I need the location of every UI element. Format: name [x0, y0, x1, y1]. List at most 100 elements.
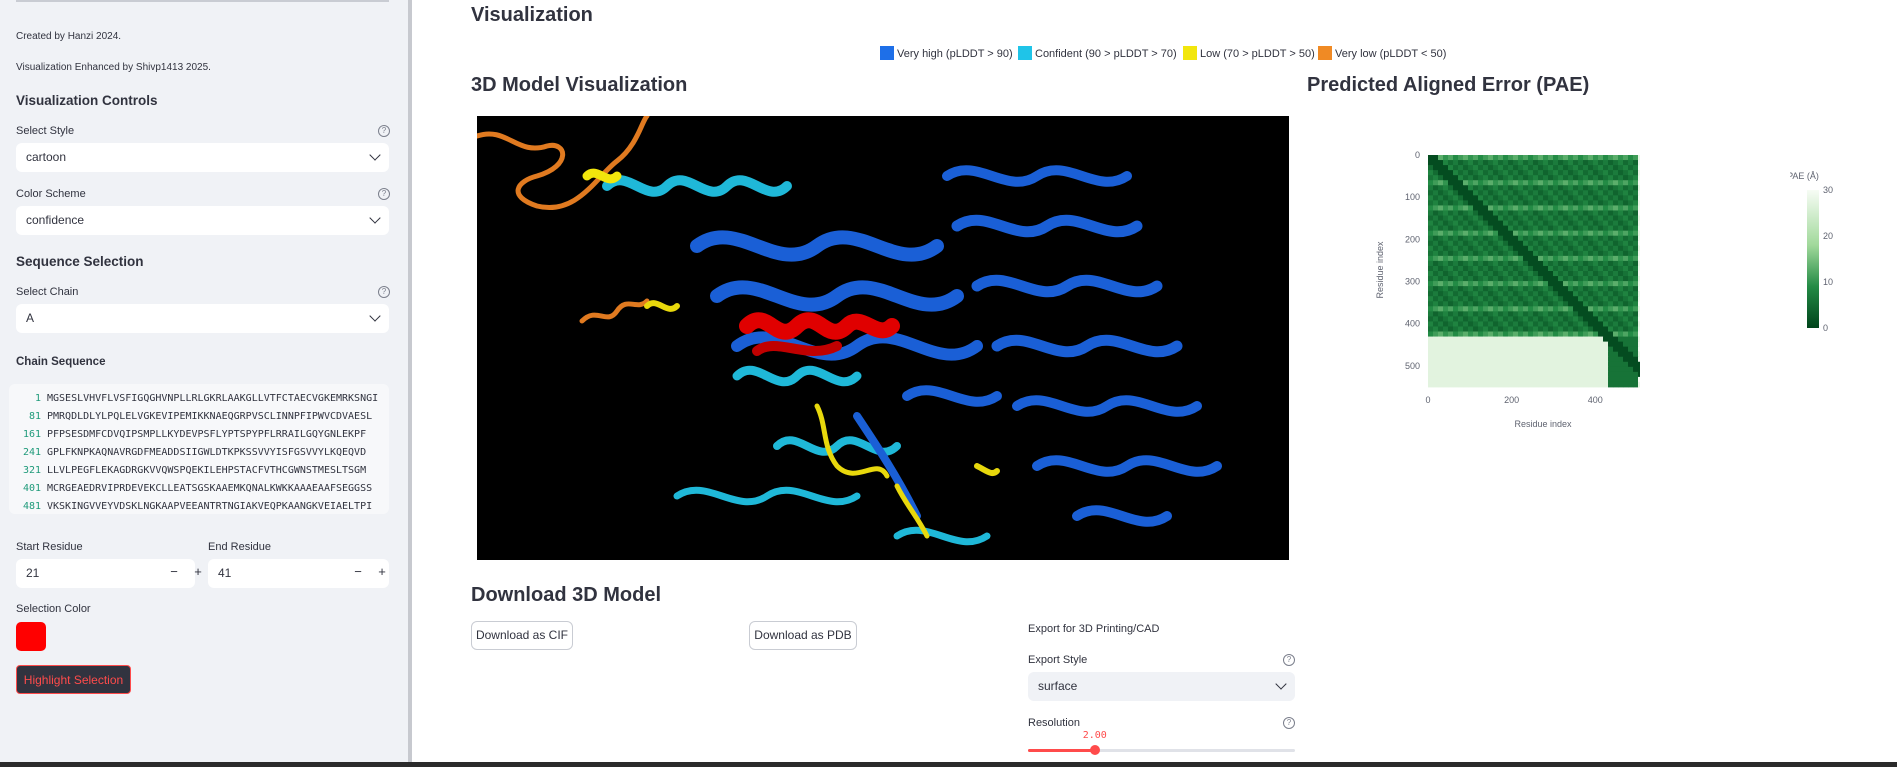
- heatmap-cell: [1563, 225, 1569, 232]
- heatmap-cell: [1588, 271, 1594, 277]
- heatmap-cell: [1493, 200, 1499, 206]
- heatmap-cell: [1533, 346, 1539, 353]
- heatmap-cell: [1578, 230, 1584, 237]
- heatmap-cell: [1433, 346, 1439, 353]
- heatmap-cell: [1433, 200, 1439, 206]
- heatmap-cell: [1608, 190, 1614, 196]
- heatmap-cell: [1428, 170, 1434, 176]
- heatmap-cell: [1578, 271, 1584, 277]
- heatmap-cell: [1543, 190, 1549, 196]
- start-residue-input[interactable]: 21 − +: [16, 559, 202, 588]
- heatmap-cell: [1568, 361, 1574, 368]
- heatmap-cell: [1613, 301, 1619, 307]
- heatmap-cell: [1518, 155, 1524, 161]
- increment-button[interactable]: +: [378, 564, 386, 579]
- heatmap-cell: [1503, 155, 1509, 161]
- heatmap-cell: [1543, 170, 1549, 176]
- heatmap-cell: [1468, 155, 1474, 161]
- heatmap-cell: [1628, 200, 1634, 206]
- heatmap-cell: [1538, 240, 1544, 247]
- help-icon[interactable]: ?: [1283, 717, 1295, 729]
- heatmap-cell: [1463, 190, 1469, 196]
- heatmap-cell: [1428, 361, 1434, 368]
- heatmap-cell: [1543, 281, 1549, 287]
- decrement-button[interactable]: −: [170, 564, 178, 579]
- select-chain-dropdown[interactable]: A: [16, 304, 389, 333]
- selection-color-picker[interactable]: [16, 622, 46, 651]
- heatmap-cell: [1483, 245, 1489, 252]
- color-scheme-dropdown[interactable]: confidence: [16, 206, 389, 235]
- increment-button[interactable]: +: [194, 564, 202, 579]
- heatmap-cell: [1563, 180, 1569, 186]
- heatmap-cell: [1583, 165, 1589, 171]
- heatmap-cell: [1458, 210, 1464, 216]
- heatmap-cell: [1428, 356, 1434, 363]
- sequence-line: 241 GPLFKNPKAQNAVRGDFMEADDSIIGWLDTKPKSSVV…: [22, 447, 367, 458]
- help-icon[interactable]: ?: [378, 188, 390, 200]
- heatmap-cell: [1453, 361, 1459, 368]
- heatmap-cell: [1438, 190, 1444, 196]
- heatmap-cell: [1638, 296, 1640, 302]
- resolution-slider-thumb[interactable]: [1089, 745, 1100, 755]
- help-icon[interactable]: ?: [378, 125, 390, 137]
- sidebar-resize-handle[interactable]: [408, 0, 412, 767]
- select-style-dropdown[interactable]: cartoon: [16, 143, 389, 172]
- heatmap-cell: [1603, 346, 1609, 353]
- heatmap-cell: [1463, 240, 1469, 247]
- heatmap-cell: [1428, 311, 1434, 317]
- heatmap-cell: [1633, 336, 1639, 343]
- end-residue-input[interactable]: 41 − +: [208, 559, 389, 588]
- end-residue-label: End Residue: [208, 541, 271, 553]
- heatmap-cell: [1608, 195, 1614, 201]
- heatmap-cell: [1533, 321, 1539, 327]
- heatmap-cell: [1438, 205, 1444, 211]
- heatmap-cell: [1603, 331, 1609, 337]
- heatmap-cell: [1503, 255, 1509, 262]
- heatmap-cell: [1458, 265, 1464, 272]
- resolution-slider-track[interactable]: [1028, 749, 1295, 752]
- heatmap-cell: [1593, 316, 1599, 322]
- heatmap-cell: [1513, 376, 1519, 383]
- heatmap-cell: [1523, 250, 1529, 257]
- heatmap-cell: [1638, 271, 1640, 277]
- heatmap-cell: [1618, 255, 1624, 262]
- heatmap-cell: [1443, 276, 1449, 282]
- help-icon[interactable]: ?: [378, 286, 390, 298]
- help-icon[interactable]: ?: [1283, 654, 1295, 666]
- heatmap-cell: [1633, 271, 1639, 277]
- heatmap-cell: [1593, 240, 1599, 247]
- heatmap-cell: [1618, 225, 1624, 232]
- chain-sequence-box[interactable]: 1 MGSESLVHVFLVSFIGQGHVNPLLRLGKRLAAKGLLVTF…: [9, 384, 389, 514]
- download-cif-button[interactable]: Download as CIF: [471, 621, 573, 650]
- heatmap-cell: [1568, 155, 1574, 161]
- heatmap-cell: [1473, 240, 1479, 247]
- heatmap-cell: [1473, 210, 1479, 216]
- heatmap-cell: [1618, 351, 1624, 358]
- pae-heatmap-chart[interactable]: Residue index Residue index 0 200 400 0100…: [1370, 140, 1640, 440]
- heatmap-cell: [1553, 180, 1559, 186]
- heatmap-cell: [1488, 155, 1494, 161]
- heatmap-cell: [1608, 281, 1614, 287]
- sequence-selection-heading: Sequence Selection: [16, 254, 144, 269]
- heatmap-cell: [1568, 296, 1574, 302]
- download-pdb-button[interactable]: Download as PDB: [749, 621, 857, 650]
- heatmap-cell: [1458, 225, 1464, 232]
- heatmap-cell: [1583, 260, 1589, 267]
- highlight-selection-button[interactable]: Highlight Selection: [16, 665, 131, 694]
- heatmap-cell: [1513, 195, 1519, 201]
- heatmap-cell: [1528, 205, 1534, 211]
- heatmap-cell: [1578, 331, 1584, 337]
- heatmap-cell: [1523, 346, 1529, 353]
- heatmap-cell: [1503, 296, 1509, 302]
- heatmap-cell: [1428, 371, 1434, 378]
- heatmap-cell: [1553, 276, 1559, 282]
- heatmap-cell: [1633, 366, 1639, 373]
- heatmap-cell: [1508, 321, 1514, 327]
- 3d-model-viewer[interactable]: [477, 116, 1289, 560]
- heatmap-cell: [1463, 301, 1469, 307]
- heatmap-cell: [1638, 180, 1640, 186]
- decrement-button[interactable]: −: [354, 564, 362, 579]
- heatmap-cell: [1618, 311, 1624, 317]
- export-style-dropdown[interactable]: surface: [1028, 672, 1295, 701]
- heatmap-cell: [1468, 281, 1474, 287]
